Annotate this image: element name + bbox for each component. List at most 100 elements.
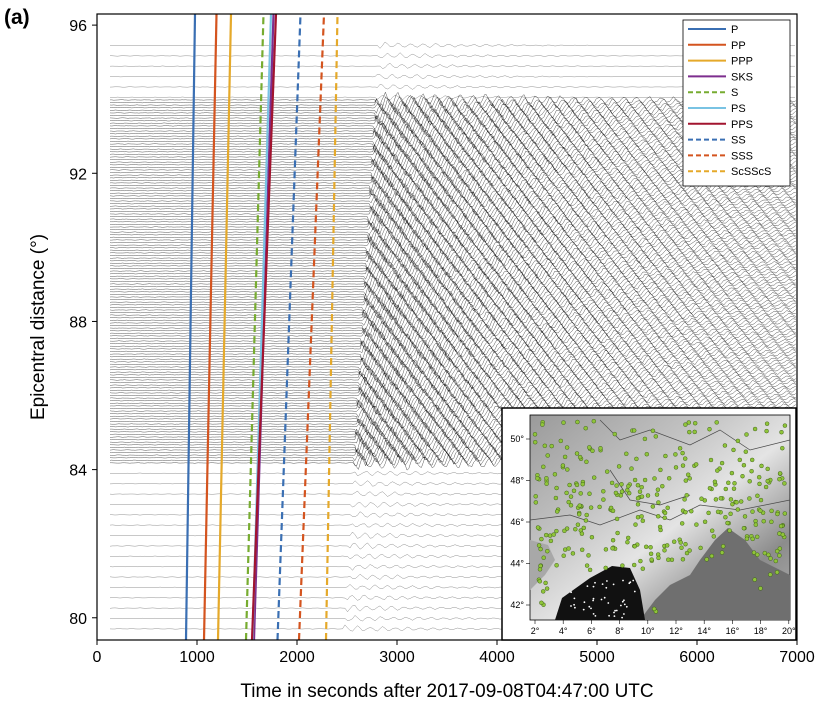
- station-marker: [778, 523, 784, 529]
- station-marker: [541, 555, 546, 560]
- station-marker: [538, 546, 543, 552]
- station-marker: [683, 478, 688, 483]
- station-marker: [535, 476, 540, 481]
- seismogram-trace: [109, 245, 796, 261]
- seismogram-trace: [109, 140, 796, 155]
- inset-lon-label: 2°: [531, 626, 540, 636]
- station-marker: [577, 512, 582, 517]
- station-marker: [649, 557, 654, 562]
- phase-line-pps: [250, 14, 278, 640]
- seismogram-trace: [109, 216, 796, 231]
- sea-dot: [633, 590, 636, 593]
- station-marker: [656, 500, 661, 505]
- sea-dot: [570, 591, 572, 594]
- station-marker: [686, 472, 691, 477]
- seismogram-trace: [109, 122, 796, 139]
- sea-dot: [603, 596, 606, 599]
- seismogram-trace: [110, 120, 796, 138]
- station-marker: [735, 507, 740, 512]
- legend-label-s: S: [731, 87, 738, 99]
- sea-dot: [623, 599, 625, 602]
- station-marker: [782, 423, 788, 428]
- seismogram-trace: [109, 208, 796, 225]
- station-marker: [544, 481, 549, 486]
- inset-map: 2° 4° 6° 8° 10° 12° 14° 16° 18° 20° 42° 44° 46° 48° 50…: [501, 407, 797, 641]
- station-marker: [782, 511, 787, 516]
- seismogram-trace: [109, 233, 796, 250]
- station-marker: [624, 451, 629, 456]
- station-marker: [663, 453, 668, 459]
- station-marker: [723, 515, 728, 520]
- station-marker: [533, 440, 538, 445]
- station-marker: [590, 448, 595, 453]
- inset-lon-label: 4°: [559, 626, 568, 636]
- legend-label-pp: PP: [731, 40, 746, 52]
- station-marker: [577, 503, 582, 508]
- station-marker: [547, 533, 553, 538]
- seismogram-trace: [109, 397, 796, 415]
- sea-dot: [592, 599, 594, 602]
- station-marker: [774, 570, 780, 575]
- seismogram-trace: [109, 224, 796, 240]
- seismogram-trace: [110, 219, 796, 235]
- station-marker: [764, 428, 769, 434]
- station-marker: [601, 489, 606, 494]
- station-marker: [741, 463, 747, 468]
- seismogram-trace: [110, 273, 796, 290]
- station-marker: [555, 509, 560, 514]
- station-marker: [542, 443, 547, 448]
- seismogram-trace: [109, 235, 796, 252]
- station-marker: [699, 496, 704, 501]
- station-marker: [704, 557, 709, 562]
- station-marker: [764, 421, 770, 426]
- station-marker: [626, 535, 631, 541]
- station-marker: [632, 477, 638, 483]
- station-marker: [626, 484, 631, 489]
- station-marker: [753, 518, 758, 524]
- station-marker: [718, 496, 723, 501]
- station-marker: [613, 490, 619, 496]
- border-line: [530, 499, 790, 526]
- seismogram-trace: [109, 160, 796, 178]
- station-marker: [728, 497, 734, 502]
- sea-dot: [622, 579, 624, 582]
- sea-dot: [614, 609, 616, 612]
- station-marker: [637, 489, 643, 494]
- station-marker: [570, 551, 576, 556]
- station-marker: [558, 438, 563, 444]
- station-marker: [635, 496, 641, 501]
- station-marker: [614, 483, 619, 488]
- station-marker: [565, 467, 570, 472]
- station-marker: [673, 465, 679, 470]
- station-marker: [561, 420, 566, 425]
- station-marker: [765, 466, 770, 472]
- station-marker: [635, 483, 641, 488]
- station-marker: [609, 480, 615, 486]
- legend-label-pps: PPS: [731, 119, 753, 131]
- station-marker: [545, 549, 550, 554]
- station-marker: [635, 515, 641, 520]
- seismogram-trace: [110, 233, 796, 248]
- station-marker: [679, 545, 684, 550]
- station-marker: [580, 547, 585, 552]
- inset-lat-label: 46°: [510, 517, 524, 527]
- inset-ticks: 2° 4° 6° 8° 10° 12° 14° 16° 18° 20° 42° 44° 46° 48° 50…: [510, 434, 796, 636]
- station-marker: [601, 497, 606, 502]
- station-marker: [662, 510, 668, 516]
- station-marker: [632, 562, 637, 568]
- station-marker: [574, 482, 580, 488]
- station-marker: [614, 516, 620, 522]
- station-marker: [747, 496, 752, 501]
- sea-dot: [583, 601, 586, 604]
- station-marker: [730, 502, 735, 507]
- station-marker: [554, 485, 559, 491]
- station-marker: [713, 497, 719, 502]
- seismogram-trace: [109, 52, 795, 59]
- station-marker: [744, 536, 750, 541]
- station-marker: [694, 462, 699, 467]
- station-marker: [751, 550, 757, 555]
- seismogram-trace: [109, 152, 796, 166]
- station-marker: [603, 565, 608, 571]
- station-marker: [755, 534, 760, 539]
